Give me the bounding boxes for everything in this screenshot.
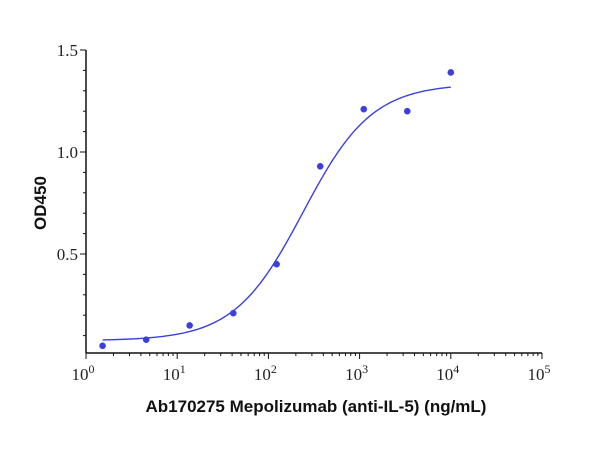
x-axis-title: Ab170275 Mepolizumab (anti-IL-5) (ng/mL) [146,397,487,416]
x-tick-label: 102 [254,362,277,384]
x-tick-label: 105 [528,362,551,384]
x-tick-label: 101 [163,362,186,384]
y-tick-label: 1.5 [57,41,78,60]
y-tick-label: 1.0 [57,143,78,162]
y-axis-title: OD450 [31,176,50,230]
data-point [229,309,237,317]
data-point [186,322,193,329]
data-point [273,260,280,268]
data-point [99,342,106,350]
x-tick-label: 100 [72,362,95,384]
data-point [447,69,455,76]
data-point [142,336,150,343]
data-point [316,162,324,170]
fit-curve [102,86,451,341]
y-axis: 0.5 1.0 1.5 [57,41,87,353]
x-tick-label: 103 [345,362,368,384]
x-tick-label: 104 [436,362,459,384]
y-tick-label: 0.5 [57,245,78,264]
data-point [403,107,411,115]
data-point [360,105,368,113]
x-axis: 100 101 102 103 104 105 [72,352,551,384]
data-points [99,69,455,350]
